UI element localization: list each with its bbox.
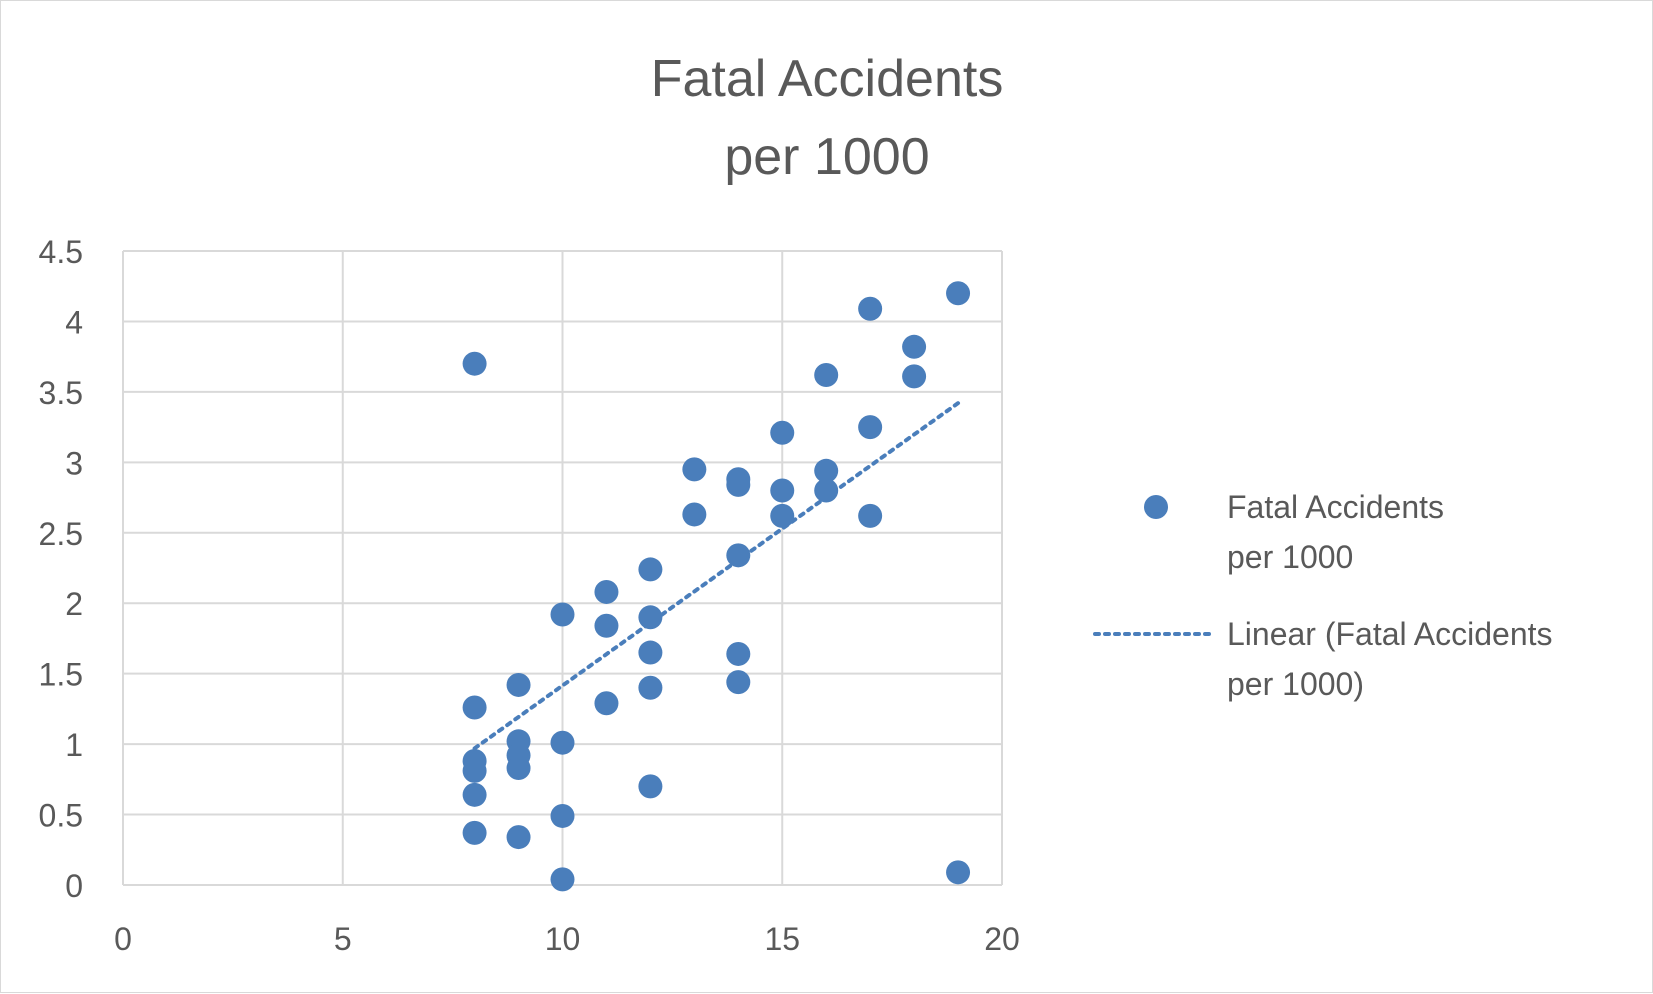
data-point-39 [902, 334, 927, 359]
x-tick-label-4: 20 [984, 921, 1020, 957]
trendline-layer [472, 401, 961, 751]
y-tick-label-0: 0 [65, 868, 83, 904]
data-point-29 [726, 670, 751, 695]
y-tick-label-5: 2.5 [39, 516, 83, 552]
legend-label-points-line-1: Fatal Accidents [1227, 489, 1444, 525]
y-tick-label-6: 3 [65, 445, 83, 481]
data-point-20 [638, 640, 663, 665]
data-point-9 [506, 756, 531, 781]
data-point-17 [594, 691, 619, 716]
data-point-13 [550, 803, 575, 828]
y-tick-label-9: 4.5 [39, 234, 83, 270]
y-tick-label-7: 3.5 [39, 375, 83, 411]
legend-label-trendline-line-2: per 1000) [1227, 666, 1364, 702]
data-point-35 [814, 478, 839, 503]
data-point-5 [462, 820, 487, 845]
data-point-41 [946, 281, 971, 306]
x-tick-label-3: 15 [764, 921, 800, 957]
data-point-40 [902, 364, 927, 389]
data-point-42 [946, 860, 971, 885]
y-tick-label-8: 4 [65, 304, 83, 340]
trendline [472, 401, 961, 751]
y-tick-label-1: 0.5 [39, 798, 83, 834]
data-point-14 [550, 867, 575, 892]
data-point-4 [462, 782, 487, 807]
chart-title-line-1: Fatal Accidents [651, 50, 1004, 108]
data-point-32 [770, 503, 795, 528]
data-point-31 [770, 478, 795, 503]
data-point-3 [462, 758, 487, 783]
data-point-30 [770, 420, 795, 445]
data-point-38 [858, 503, 883, 528]
y-tick-label-3: 1.5 [39, 657, 83, 693]
y-tick-label-2: 1 [65, 727, 83, 763]
data-point-16 [594, 613, 619, 638]
data-point-1 [462, 695, 487, 720]
x-tick-label-0: 0 [114, 921, 132, 957]
data-point-10 [506, 825, 531, 850]
x-tick-label-1: 5 [334, 921, 352, 957]
legend: Fatal Accidents per 1000 Linear (Fatal A… [1093, 489, 1553, 702]
data-point-24 [682, 502, 707, 527]
x-tick-label-2: 10 [545, 921, 581, 957]
data-point-22 [638, 774, 663, 799]
data-point-0 [462, 351, 487, 376]
data-point-23 [682, 457, 707, 482]
data-point-27 [726, 543, 751, 568]
data-point-15 [594, 579, 619, 604]
legend-label-points-line-2: per 1000 [1227, 539, 1353, 575]
legend-label-trendline-line-1: Linear (Fatal Accidents [1227, 616, 1553, 652]
data-point-21 [638, 675, 663, 700]
x-axis-ticks: 0 5 10 15 20 [114, 921, 1020, 957]
data-point-33 [814, 362, 839, 387]
chart-title-line-2: per 1000 [724, 128, 929, 186]
data-point-28 [726, 641, 751, 666]
data-point-11 [550, 602, 575, 627]
data-point-36 [858, 296, 883, 321]
data-point-19 [638, 605, 663, 630]
data-point-6 [506, 672, 531, 697]
gridlines [122, 250, 1003, 886]
y-tick-label-4: 2 [65, 586, 83, 622]
data-point-12 [550, 730, 575, 755]
legend-marker-points [1144, 495, 1168, 519]
data-point-18 [638, 557, 663, 582]
points-layer [462, 281, 971, 892]
y-axis-ticks: 0 0.5 1 1.5 2 2.5 3 3.5 4 4.5 [39, 234, 83, 904]
data-point-34 [814, 458, 839, 483]
data-point-26 [726, 472, 751, 497]
data-point-37 [858, 415, 883, 440]
